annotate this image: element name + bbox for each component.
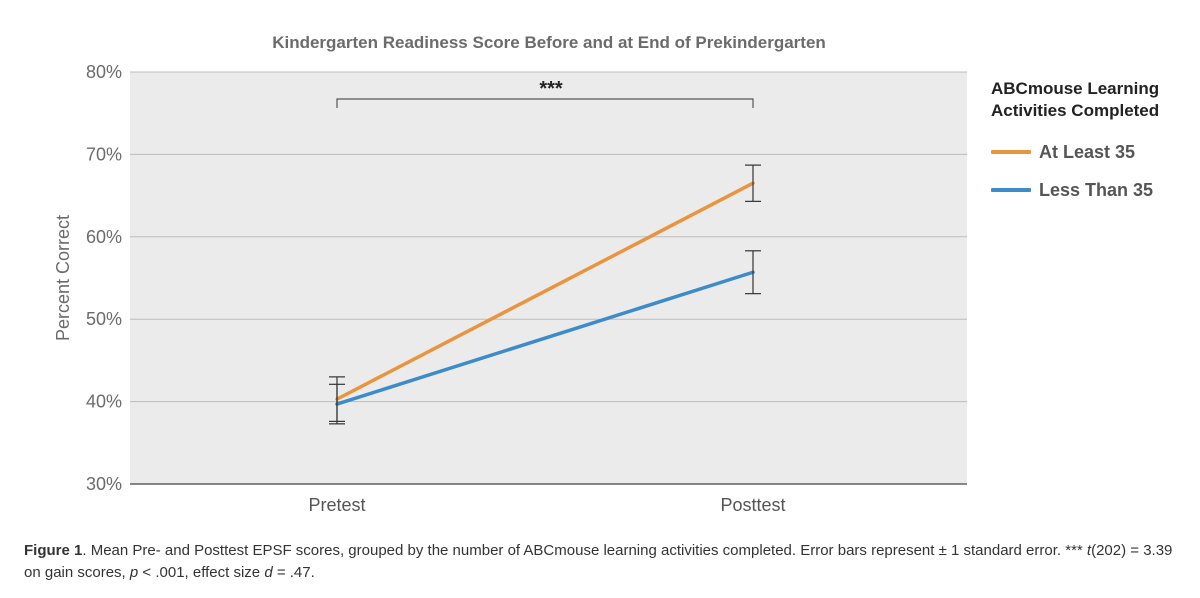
legend-item: At Least 35: [991, 140, 1135, 164]
series-lines: [335, 181, 755, 406]
x-tick-label: Posttest: [720, 495, 785, 515]
plot-area: [130, 72, 967, 484]
caption-text-2: (202) = 3.39 on gain scores,: [24, 542, 1173, 581]
legend-label: Less Than 35: [1039, 179, 1154, 200]
y-tick-label: 50%: [86, 309, 122, 329]
y-tick-label: 60%: [86, 227, 122, 247]
legend-title: ABCmouse Learning Activities Completed: [991, 79, 1160, 120]
caption-stat-t: t: [1086, 542, 1092, 559]
caption-text-1: . Mean Pre- and Posttest EPSF scores, gr…: [82, 542, 1087, 559]
significance-bracket: [336, 98, 754, 108]
legend-item: Less Than 35: [991, 178, 1153, 202]
figure-caption: Figure 1. Mean Pre- and Posttest EPSF sc…: [24, 540, 1184, 584]
caption-text-4: = .47.: [272, 564, 315, 581]
y-axis-label: Percent Correct: [53, 215, 73, 341]
legend-swatch: [991, 188, 1031, 192]
y-tick-label: 70%: [86, 144, 122, 164]
legend-label: At Least 35: [1039, 141, 1136, 162]
series-line: [335, 270, 755, 406]
annotations: ***: [336, 78, 754, 108]
caption-text-3: < .001, effect size: [138, 564, 265, 581]
y-tick-label: 80%: [86, 62, 122, 82]
series-line: [335, 181, 755, 401]
figure-label: Figure 1: [24, 542, 83, 559]
x-axis: Pretest Posttest: [308, 495, 785, 515]
y-axis: 30% 40% 50% 60% 70% 80%: [86, 62, 122, 494]
significance-label: ***: [539, 78, 563, 100]
legend-swatch: [991, 150, 1031, 154]
caption-stat-d: d: [264, 564, 273, 581]
y-tick-label: 40%: [86, 392, 122, 412]
caption-stat-p: p: [129, 564, 139, 581]
y-tick-label: 30%: [86, 474, 122, 494]
error-bars: [329, 164, 761, 425]
chart-title: Kindergarten Readiness Score Before and …: [272, 33, 826, 52]
x-tick-label: Pretest: [308, 495, 365, 515]
gridlines: [130, 71, 967, 485]
